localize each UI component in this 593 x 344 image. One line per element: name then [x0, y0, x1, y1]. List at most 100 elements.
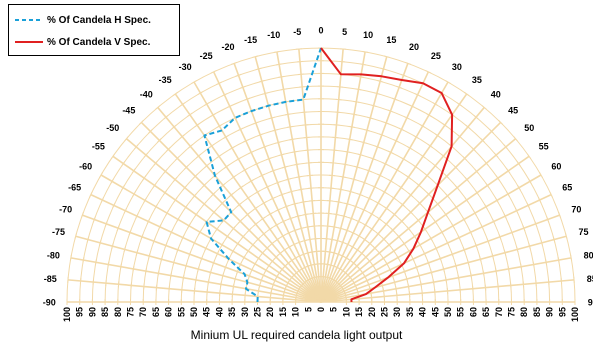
grid-tick — [216, 154, 222, 159]
grid-tick — [82, 257, 85, 264]
grid-tick — [337, 227, 344, 230]
grid-tick — [432, 279, 435, 286]
grid-tick — [211, 209, 217, 215]
grid-tick — [238, 261, 243, 268]
grid-tick — [503, 213, 507, 220]
angle-tick-label: -5 — [293, 27, 301, 37]
grid-tick — [407, 283, 410, 290]
radial-tick-label: 90 — [545, 307, 555, 317]
grid-tick — [162, 189, 168, 196]
grid-tick — [454, 185, 460, 191]
grid-tick — [204, 163, 210, 169]
grid-tick — [288, 190, 295, 193]
grid-tick — [168, 285, 170, 292]
grid-tick — [388, 266, 392, 273]
grid-tick — [231, 61, 238, 65]
grid-tick — [311, 225, 318, 227]
grid-tick — [259, 173, 265, 178]
grid-tick — [301, 239, 308, 242]
grid-tick — [457, 234, 461, 241]
legend-item-h-spec: % Of Candela H Spec. — [15, 13, 151, 27]
grid-tick — [473, 210, 477, 216]
grid-tick — [370, 262, 376, 269]
grid-tick — [371, 185, 378, 189]
radial-tick-label: 35 — [227, 307, 237, 317]
grid-tick — [338, 60, 346, 63]
grid-tick — [463, 91, 470, 97]
angle-tick-label: 90 — [588, 298, 593, 308]
grid-tick — [378, 133, 385, 137]
grid-tick — [154, 203, 158, 210]
grid-tick — [273, 254, 279, 260]
grid-tick — [172, 91, 179, 97]
grid-tick — [201, 201, 207, 207]
grid-tick — [383, 55, 390, 58]
grid-tick — [363, 128, 371, 132]
grid-tick — [480, 223, 484, 230]
grid-tick — [491, 218, 496, 225]
grid-tick — [484, 160, 489, 166]
tick-labels: -90-85-80-75-70-65-60-55-50-45-40-35-30-… — [43, 26, 593, 322]
grid-tick — [485, 182, 490, 189]
grid-tick — [415, 217, 421, 223]
grid-tick — [79, 277, 82, 285]
grid-tick — [246, 227, 252, 233]
grid-tick — [215, 250, 220, 257]
grid-tick — [395, 285, 398, 292]
grid-tick — [446, 287, 449, 294]
radial-tick-label: 10 — [341, 307, 351, 317]
grid-tick — [235, 268, 239, 275]
grid-tick — [304, 149, 311, 151]
grid-tick — [236, 202, 242, 208]
angle-tick-label: 25 — [431, 51, 441, 61]
grid-tick — [481, 105, 487, 110]
grid-tick — [422, 226, 428, 232]
grid-tick — [331, 149, 338, 151]
grid-tick — [365, 169, 372, 173]
grid-tick — [373, 92, 380, 95]
grid-tick — [242, 139, 249, 143]
grid-tick — [399, 218, 405, 224]
grid-tick — [284, 113, 291, 116]
grid-tick — [281, 247, 288, 253]
grid-tick — [440, 153, 447, 159]
grid-tick — [147, 128, 153, 134]
radial-tick-label: 60 — [468, 307, 478, 317]
grid-tick — [372, 245, 378, 251]
grid-tick — [398, 127, 405, 132]
grid-tick — [128, 229, 132, 236]
grid-tick — [267, 212, 274, 216]
radial-tick-label: 80 — [113, 307, 123, 317]
grid-tick — [513, 136, 518, 142]
grid-tick — [135, 213, 139, 220]
grid-tick — [454, 204, 459, 211]
angle-tick-label: 55 — [539, 142, 549, 152]
radial-tick-label: 55 — [456, 307, 466, 317]
grid-tick — [305, 162, 312, 164]
angle-tick-label: -25 — [200, 51, 213, 61]
radial-tick-label: 100 — [62, 307, 72, 322]
grid-tick — [193, 287, 196, 294]
grid-tick — [381, 236, 387, 242]
radial-tick-label: 30 — [240, 307, 250, 317]
grid-tick — [350, 231, 357, 235]
polar-grid — [66, 47, 576, 305]
grid-tick — [194, 211, 199, 218]
angle-tick-label: 10 — [363, 30, 373, 40]
radial-tick-label: 20 — [265, 307, 275, 317]
grid-tick — [411, 256, 415, 262]
grid-tick — [453, 164, 459, 170]
radial-tick-label: 25 — [253, 307, 263, 317]
angle-tick-label: 45 — [508, 105, 518, 115]
grid-tick — [240, 234, 246, 240]
grid-tick — [192, 193, 197, 199]
grid-tick — [442, 123, 448, 128]
grid-tick — [362, 50, 369, 53]
grid-tick — [295, 175, 302, 178]
grid-tick — [412, 233, 417, 240]
grid-tick — [383, 121, 390, 125]
grid-tick — [573, 276, 575, 283]
grid-tick — [255, 67, 262, 71]
grid-tick — [498, 233, 502, 240]
